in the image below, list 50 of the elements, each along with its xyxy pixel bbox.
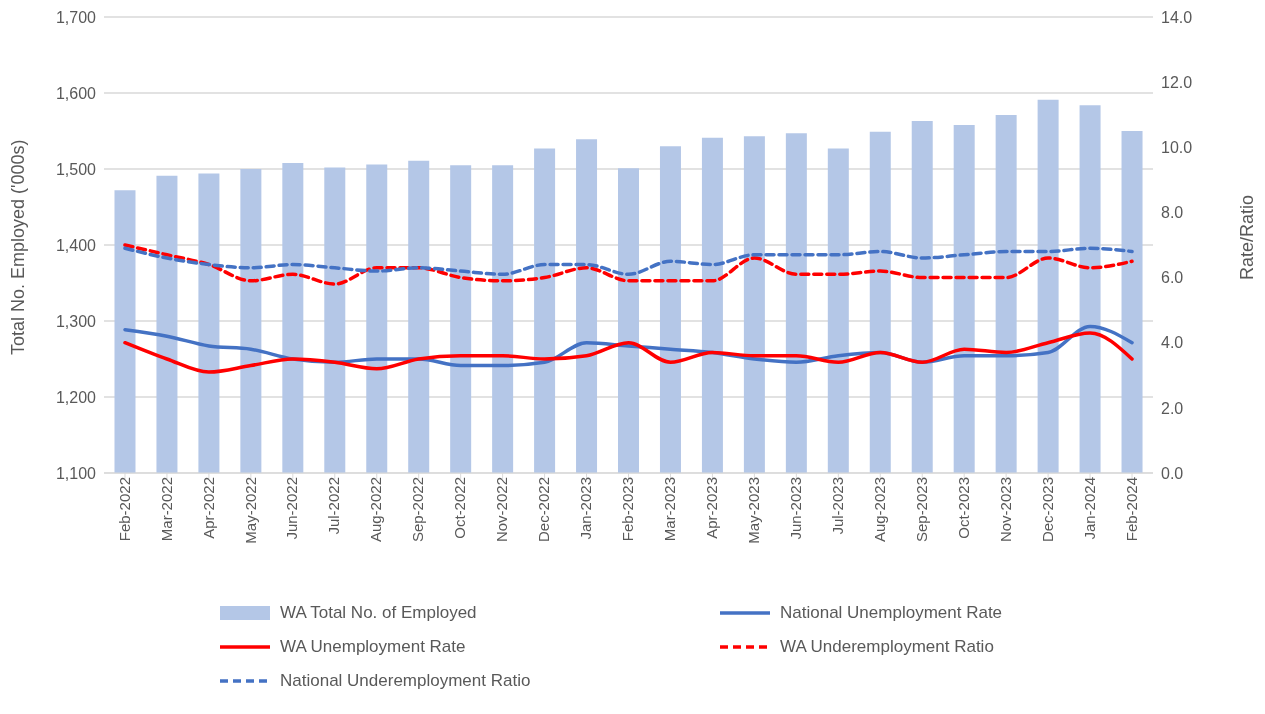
- x-tick-label: Apr-2022: [199, 477, 217, 539]
- y2-tick-label: 14.0: [1161, 8, 1193, 26]
- x-tick-label: May-2023: [745, 477, 763, 544]
- legend-label: National Underemployment Ratio: [280, 671, 531, 691]
- y2-tick-label: 2.0: [1161, 399, 1184, 417]
- x-tick-label: Dec-2023: [1038, 477, 1056, 543]
- y-tick-label: 1,300: [55, 312, 97, 330]
- x-tick-label: May-2022: [241, 477, 259, 544]
- x-tick-label: Jul-2022: [325, 477, 343, 535]
- line-series: [123, 246, 1134, 277]
- y2-tick-label: 0.0: [1161, 464, 1184, 482]
- x-tick-label: Feb-2023: [619, 477, 637, 542]
- y2-tick-label: 6.0: [1161, 269, 1184, 287]
- y-tick-label: 1,500: [55, 160, 97, 178]
- line-series: [123, 331, 1134, 374]
- x-tick-label: Sep-2023: [912, 477, 930, 543]
- x-tick-label: Oct-2023: [954, 477, 972, 539]
- x-tick-label: Dec-2022: [535, 477, 553, 543]
- x-tick-label: Mar-2022: [157, 477, 175, 542]
- x-tick-label: Jun-2022: [283, 477, 301, 540]
- x-tick-label: Jan-2024: [1080, 477, 1098, 540]
- x-tick-label: Apr-2023: [703, 477, 721, 539]
- y-tick-label: 1,400: [55, 236, 97, 254]
- legend-label: National Unemployment Rate: [780, 603, 1003, 623]
- y2-tick-label: 4.0: [1161, 334, 1184, 352]
- x-tick-label: Mar-2023: [661, 477, 679, 542]
- legend-label: WA Underemployment Ratio: [780, 637, 994, 657]
- x-tick-label: Jul-2023: [828, 477, 846, 535]
- y-tick-label: 1,600: [55, 84, 97, 102]
- x-tick-label: Sep-2022: [409, 477, 427, 543]
- x-tick-label: Feb-2024: [1122, 477, 1140, 542]
- x-tick-label: Jan-2023: [577, 477, 595, 540]
- x-tick-label: Aug-2023: [870, 477, 888, 543]
- y2-axis-title: Rate/Ratio: [1237, 195, 1258, 281]
- x-tick-label: Nov-2023: [996, 477, 1014, 543]
- x-tick-label: Aug-2022: [367, 477, 385, 543]
- legend-label: WA Unemployment Rate: [280, 637, 466, 657]
- x-tick-label: Oct-2022: [451, 477, 469, 539]
- y2-tick-label: 10.0: [1161, 138, 1193, 156]
- y2-tick-label: 12.0: [1161, 73, 1193, 91]
- y-axis-title: Total No. Employed ('000s): [8, 139, 29, 355]
- x-tick-label: Jun-2023: [786, 477, 804, 540]
- y-tick-label: 1,100: [55, 464, 97, 482]
- y-tick-label: 1,200: [55, 388, 97, 406]
- x-tick-label: Feb-2022: [115, 477, 133, 542]
- y-tick-label: 1,700: [55, 8, 97, 26]
- x-tick-label: Nov-2022: [493, 477, 511, 543]
- y2-tick-label: 8.0: [1161, 204, 1184, 222]
- line-series: [123, 243, 1134, 286]
- legend-label: WA Total No. of Employed: [280, 603, 477, 623]
